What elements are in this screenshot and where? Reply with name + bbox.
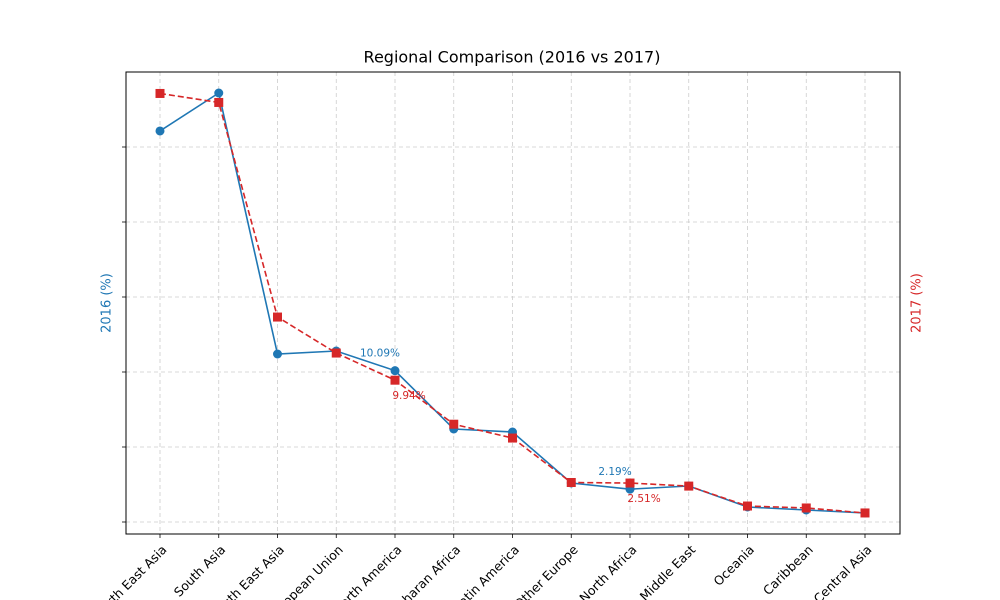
x-tick-label: Oceania bbox=[710, 542, 757, 589]
marker bbox=[155, 126, 165, 136]
value-label: 9.94% bbox=[392, 390, 425, 402]
chart-title: Regional Comparison (2016 vs 2017) bbox=[364, 48, 661, 67]
x-tick-label: North East Asia bbox=[91, 542, 170, 600]
marker bbox=[390, 375, 400, 385]
marker bbox=[214, 97, 224, 107]
plot-frame bbox=[125, 71, 901, 535]
marker bbox=[566, 477, 576, 487]
marker bbox=[273, 312, 282, 322]
value-label: 2.19% bbox=[598, 466, 631, 478]
marker bbox=[743, 501, 752, 511]
x-tick-label: North Africa bbox=[576, 542, 639, 600]
y2-axis-label: 2017 (%) bbox=[910, 273, 925, 333]
x-tick-label: Middle East bbox=[637, 542, 699, 600]
marker bbox=[508, 433, 517, 443]
y-axis-label: 2016 (%) bbox=[100, 273, 115, 333]
marker bbox=[860, 508, 870, 518]
x-tick-label: Other Europe bbox=[511, 542, 581, 600]
x-tick-label: Caribbean bbox=[760, 542, 816, 598]
value-label: 10.09% bbox=[360, 348, 400, 360]
marker bbox=[625, 478, 635, 488]
marker bbox=[390, 366, 400, 376]
marker bbox=[331, 348, 341, 358]
marker bbox=[273, 349, 282, 359]
x-tick-label: Central Asia bbox=[810, 542, 874, 600]
marker bbox=[155, 88, 165, 98]
x-tick-label: South Asia bbox=[171, 542, 229, 600]
marker bbox=[449, 419, 459, 429]
value-label: 2.51% bbox=[627, 493, 660, 505]
marker bbox=[801, 503, 811, 513]
marker bbox=[214, 88, 224, 98]
marker bbox=[684, 481, 694, 491]
